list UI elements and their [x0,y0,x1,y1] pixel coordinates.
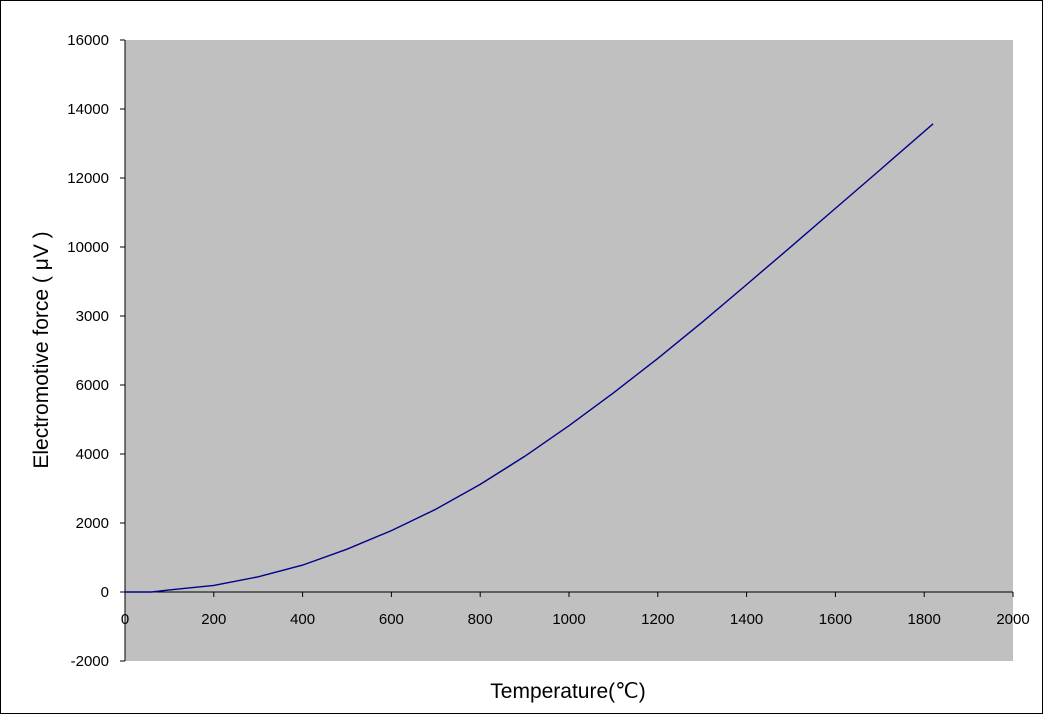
y-axis-title: Electromotive force ( μV ) [30,231,53,468]
x-tick-label: 200 [201,611,226,628]
x-tick-label: 1800 [908,611,941,628]
y-tick-label: 12000 [67,170,109,187]
x-tick-label: 1400 [730,611,763,628]
x-tick-label: 2000 [996,611,1029,628]
y-tick-label: 6000 [76,377,109,394]
x-tick-label: 1200 [641,611,674,628]
y-tick-label: 3000 [76,308,109,325]
x-axis-title: Temperature(℃) [490,680,645,703]
series-line [125,123,934,593]
y-tick-label: 14000 [67,101,109,118]
y-tick-label: 2000 [76,515,109,532]
series [125,123,934,593]
x-tick-label: 800 [468,611,493,628]
x-tick-label: 0 [121,611,129,628]
ticks: 1600014000120001000030006000400020000-20… [67,32,1029,670]
plot-area [125,40,1013,661]
y-tick-label: 0 [101,584,109,601]
x-tick-label: 1600 [819,611,852,628]
x-tick-label: 400 [290,611,315,628]
y-tick-label: 10000 [67,239,109,256]
x-tick-label: 1000 [552,611,585,628]
y-tick-label: 16000 [67,32,109,49]
y-tick-label: -2000 [71,653,109,670]
y-tick-label: 4000 [76,446,109,463]
x-tick-label: 600 [379,611,404,628]
